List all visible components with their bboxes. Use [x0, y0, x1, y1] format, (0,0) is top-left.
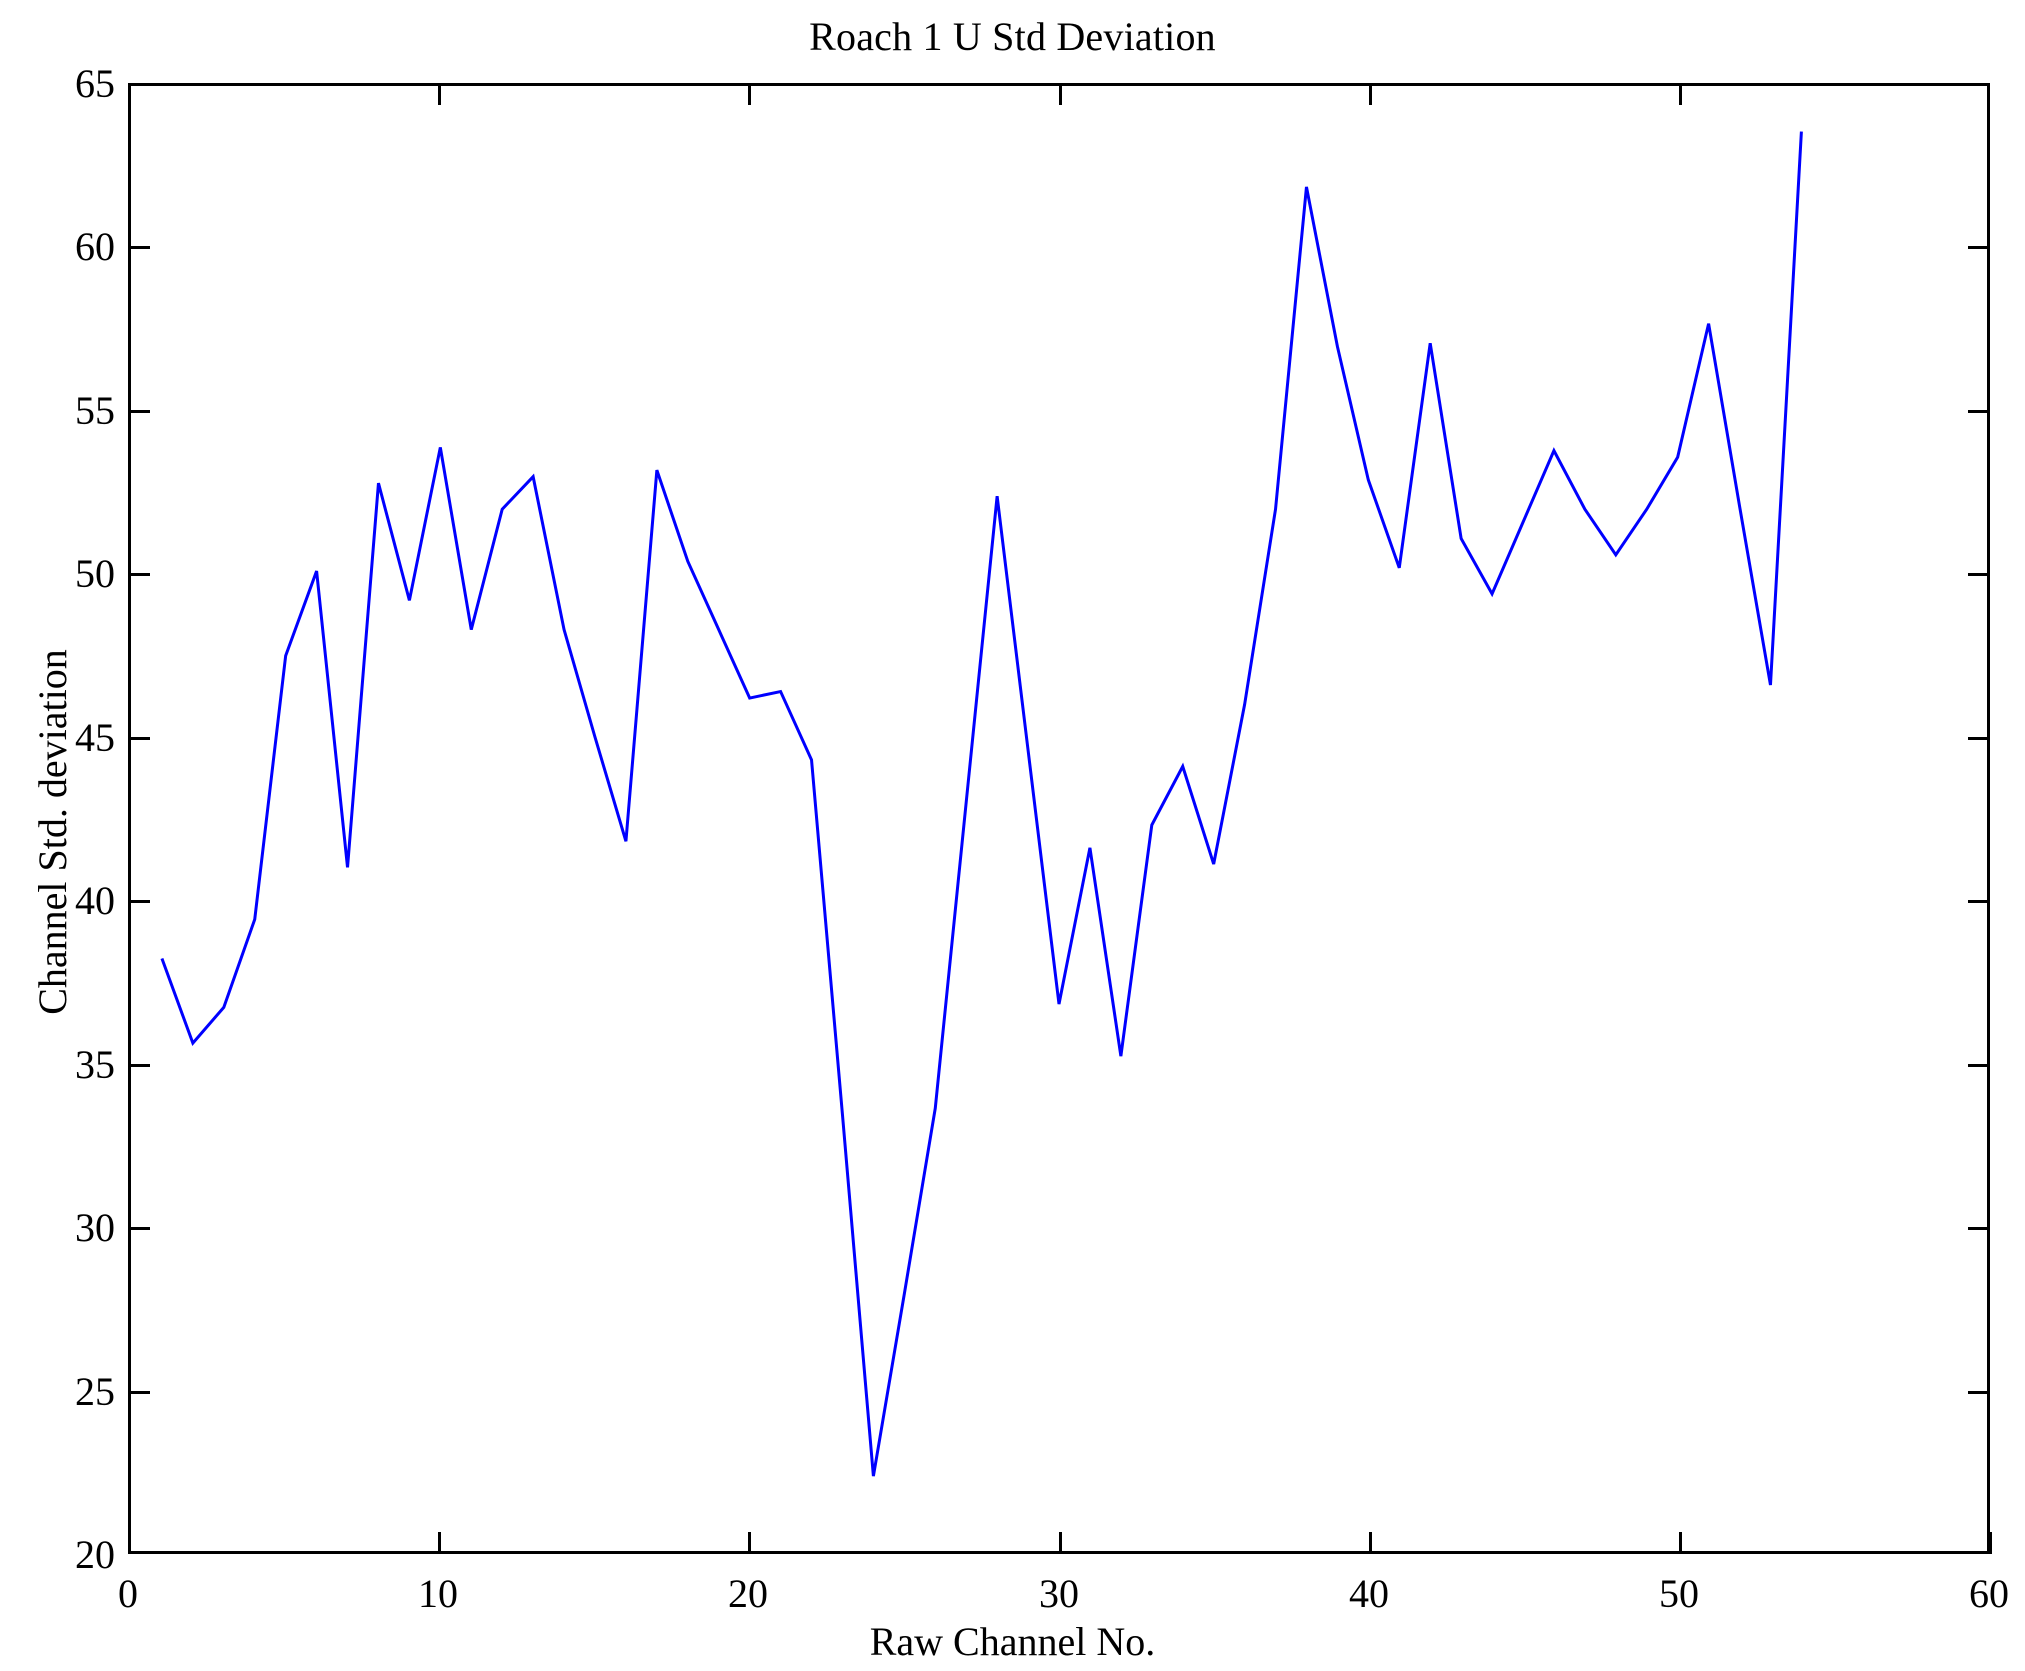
y-tick-mark — [128, 900, 150, 903]
y-tick-label: 65 — [75, 61, 115, 106]
plot-area — [128, 83, 1990, 1554]
y-tick-mark-right — [1968, 410, 1990, 413]
x-tick-mark — [1369, 1532, 1372, 1554]
y-tick-mark — [128, 1227, 150, 1230]
series-line-channel-std-deviation — [162, 132, 1801, 1477]
x-tick-label: 10 — [418, 1571, 458, 1616]
x-tick-label: 20 — [728, 1571, 768, 1616]
y-tick-label: 30 — [75, 1205, 115, 1250]
y-tick-mark — [128, 737, 150, 740]
y-tick-mark — [128, 1064, 150, 1067]
x-tick-label: 30 — [1039, 1571, 1079, 1616]
y-tick-label: 60 — [75, 224, 115, 269]
y-tick-label: 55 — [75, 388, 115, 433]
y-tick-label: 35 — [75, 1042, 115, 1087]
y-tick-label: 20 — [75, 1532, 115, 1577]
x-tick-mark-top — [1369, 83, 1372, 105]
y-tick-label: 40 — [75, 878, 115, 923]
x-tick-mark — [1679, 1532, 1682, 1554]
x-tick-mark — [438, 1532, 441, 1554]
y-tick-label: 50 — [75, 551, 115, 596]
x-tick-mark — [128, 1532, 131, 1554]
y-tick-mark — [128, 410, 150, 413]
y-tick-mark — [128, 83, 150, 86]
y-tick-mark-right — [1968, 246, 1990, 249]
x-tick-mark-top — [1059, 83, 1062, 105]
y-tick-label: 45 — [75, 715, 115, 760]
x-tick-label: 0 — [118, 1571, 138, 1616]
x-tick-mark-top — [748, 83, 751, 105]
y-axis-label: Channel Std. deviation — [30, 649, 75, 1015]
y-tick-mark — [128, 1391, 150, 1394]
page-title: Roach 1 U Std Deviation — [809, 14, 1216, 59]
y-tick-mark-right — [1968, 1227, 1990, 1230]
x-tick-label: 60 — [1969, 1571, 2009, 1616]
y-tick-mark — [128, 573, 150, 576]
y-tick-mark-right — [1968, 1391, 1990, 1394]
y-tick-mark-right — [1968, 737, 1990, 740]
y-tick-mark-right — [1968, 573, 1990, 576]
data-line-plot — [131, 86, 1987, 1551]
x-tick-mark — [748, 1532, 751, 1554]
x-tick-mark-top — [1679, 83, 1682, 105]
x-axis-label: Raw Channel No. — [869, 1619, 1156, 1664]
y-tick-mark-right — [1968, 1064, 1990, 1067]
y-tick-mark-right — [1968, 83, 1990, 86]
x-tick-label: 50 — [1659, 1571, 1699, 1616]
x-tick-mark-top — [438, 83, 441, 105]
x-tick-label: 40 — [1349, 1571, 1389, 1616]
x-tick-mark — [1059, 1532, 1062, 1554]
y-tick-mark — [128, 246, 150, 249]
x-tick-mark — [1989, 1532, 1992, 1554]
y-tick-label: 25 — [75, 1369, 115, 1414]
y-tick-mark-right — [1968, 900, 1990, 903]
